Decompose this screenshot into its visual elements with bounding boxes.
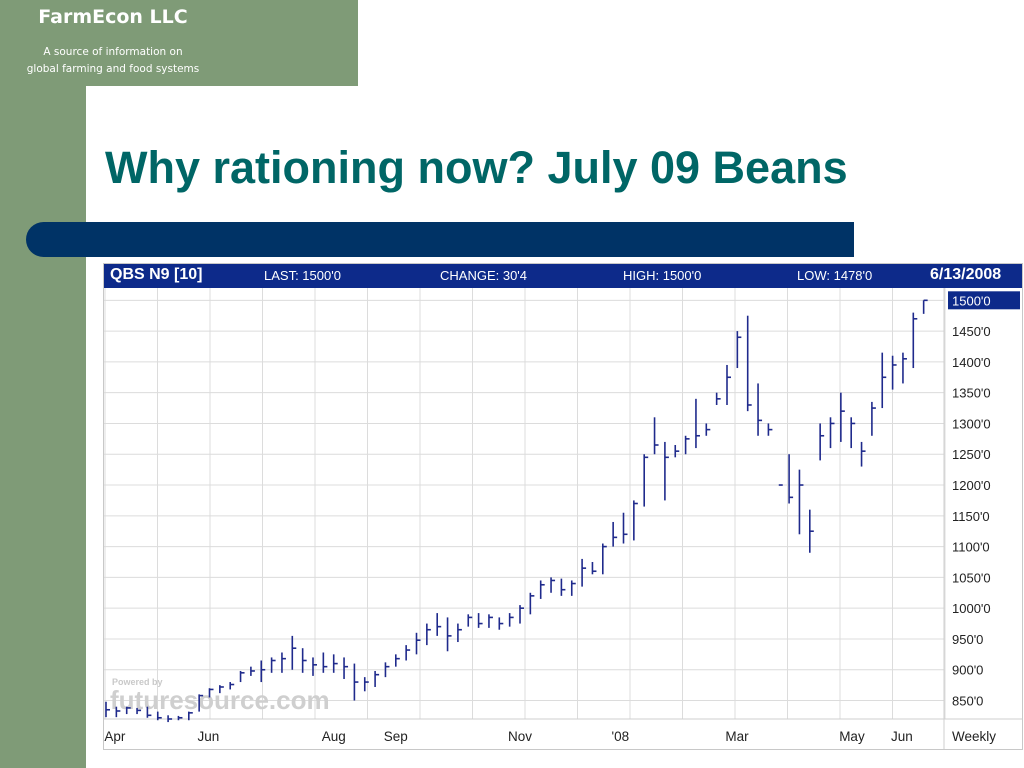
y-tick-label: 1150'0 [952,509,990,524]
x-tick-label: Sep [384,729,408,744]
chart-symbol: QBS N9 [10] [110,266,203,283]
y-tick-label: 1050'0 [952,570,991,585]
x-tick-label: Mar [725,729,749,744]
chart-high: HIGH: 1500'0 [623,268,702,283]
chart-last: LAST: 1500'0 [264,268,341,283]
y-tick-label: 1450'0 [952,324,991,339]
tagline-line-1: A source of information on [43,46,183,58]
brand-panel [0,0,358,86]
chart-date: 6/13/2008 [930,266,1002,283]
x-tick-label: Weekly [952,729,996,744]
y-tick-label: 1000'0 [952,601,991,616]
title-underline-bar [26,222,854,257]
watermark-small: Powered by [112,677,163,687]
y-tick-label: 1100'0 [952,540,990,555]
x-tick-label: May [839,729,865,744]
y-tick-label: 1250'0 [952,447,991,462]
y-tick-label: 1400'0 [952,355,991,370]
panel-corner [86,86,146,146]
brand-tagline: A source of information on global farmin… [0,44,226,78]
tagline-line-2: global farming and food systems [26,63,200,75]
chart-plot: 850'0 900'0 950'0 1000'0 1050'0 1100'0 1150'0 1… [104,288,1022,749]
y-tick-label: 850'0 [952,694,983,709]
chart-header: QBS N9 [10] LAST: 1500'0 CHANGE: 30'4 HI… [104,264,1022,288]
x-tick-label: Nov [508,729,532,744]
price-chart: QBS N9 [10] LAST: 1500'0 CHANGE: 30'4 HI… [103,263,1023,750]
chart-change: CHANGE: 30'4 [440,268,528,283]
x-tick-label: '08 [612,729,630,744]
x-tick-label: Jun [198,729,220,744]
x-tick-label: Apr [104,729,126,744]
left-band [0,0,86,768]
last-price-label: 1500'0 [952,293,991,308]
y-tick-label: 1350'0 [952,386,991,401]
last-price-marker [948,291,1020,310]
y-tick-label: 900'0 [952,663,983,678]
x-tick-label: Jun [891,729,913,744]
y-tick-label: 950'0 [952,632,983,647]
x-tick-label: Aug [322,729,346,744]
y-tick-label: 1200'0 [952,478,991,493]
brand-name: FarmEcon LLC [38,6,188,28]
y-tick-label: 1300'0 [952,416,991,431]
chart-low: LOW: 1478'0 [797,268,873,283]
slide-title: Why rationing now? July 09 Beans [105,142,848,193]
